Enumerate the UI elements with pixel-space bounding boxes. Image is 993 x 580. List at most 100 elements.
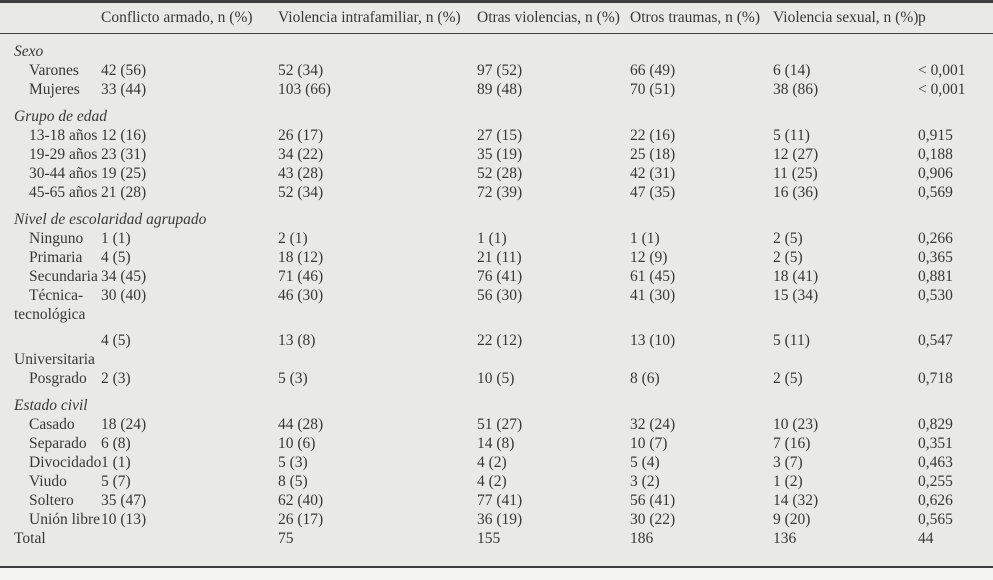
value-cell: 26 (17) <box>278 127 324 144</box>
table-row: Viudo 5 (7) 8 (5) 4 (2) 3 (2) 1 (2) 0,255 <box>0 472 993 491</box>
value-cell: 35 (19) <box>477 146 523 163</box>
value-cell: 89 (48) <box>477 81 523 98</box>
value-cell: 35 (47) <box>101 492 147 509</box>
value-cell: 33 (44) <box>101 81 147 98</box>
value-cell: 23 (31) <box>101 146 147 163</box>
value-cell: 186 <box>630 530 654 547</box>
value-cell: 2 (3) <box>101 370 131 387</box>
p-value-cell: 0,626 <box>918 492 953 509</box>
row-label: Casado <box>29 416 75 433</box>
value-cell: 27 (15) <box>477 127 523 144</box>
row-label: Técnica- <box>29 287 84 304</box>
value-cell: 42 (31) <box>630 165 676 182</box>
row-label: 30-44 años <box>29 165 98 182</box>
value-cell: 32 (24) <box>630 416 676 433</box>
table-row: 13-18 años 12 (16) 26 (17) 27 (15) 22 (16) 5 … <box>0 126 993 145</box>
value-cell: 66 (49) <box>630 62 676 79</box>
table-row: Posgrado 2 (3) 5 (3) 10 (5) 8 (6) 2 (5) 0,718 <box>0 369 993 388</box>
value-cell: 34 (45) <box>101 268 147 285</box>
table-row: Separado 6 (8) 10 (6) 14 (8) 10 (7) 7 (16) 0,3… <box>0 434 993 453</box>
value-cell: 3 (2) <box>630 473 660 490</box>
table-row: 4 (5) 13 (8) 22 (12) 13 (10) 5 (11) 0,547 <box>0 324 993 350</box>
value-cell: 75 <box>278 530 294 547</box>
value-cell: 12 (9) <box>630 249 668 266</box>
value-cell: 72 (39) <box>477 184 523 201</box>
value-cell: 2 (5) <box>773 249 803 266</box>
table-header: Conflicto armado, n (%) Violencia intrafa… <box>0 3 993 34</box>
table-row: Soltero 35 (47) 62 (40) 77 (41) 56 (41) 14 (3… <box>0 491 993 510</box>
value-cell: 13 (8) <box>278 332 316 349</box>
p-value-cell: 0,718 <box>918 370 953 387</box>
row-label: Unión libre <box>29 511 101 528</box>
value-cell: 25 (18) <box>630 146 676 163</box>
row-label: 45-65 años <box>29 184 98 201</box>
value-cell: 5 (7) <box>101 473 131 490</box>
value-cell: 4 (2) <box>477 473 507 490</box>
value-cell: 21 (11) <box>477 249 522 266</box>
header-row: Conflicto armado, n (%) Violencia intrafa… <box>0 3 993 34</box>
value-cell: 5 (4) <box>630 454 660 471</box>
p-value-cell: 0,915 <box>918 127 953 144</box>
row-label: Ninguno <box>29 230 84 247</box>
value-cell: 2 (1) <box>278 230 308 247</box>
value-cell: 21 (28) <box>101 184 147 201</box>
value-cell: 4 (2) <box>477 454 507 471</box>
value-cell: 56 (30) <box>477 287 523 304</box>
value-cell: 46 (30) <box>278 287 324 304</box>
value-cell: 10 (7) <box>630 435 668 452</box>
table-row: 45-65 años 21 (28) 52 (34) 72 (39) 47 (35) 16… <box>0 183 993 202</box>
value-cell: 34 (22) <box>278 146 324 163</box>
value-cell: 14 (32) <box>773 492 819 509</box>
value-cell: 18 (12) <box>278 249 324 266</box>
value-cell: 10 (13) <box>101 511 147 528</box>
value-cell: 1 (1) <box>101 454 131 471</box>
value-cell: 9 (20) <box>773 511 811 528</box>
value-cell: 14 (8) <box>477 435 515 452</box>
value-cell: 42 (56) <box>101 62 147 79</box>
value-cell: 155 <box>477 530 501 547</box>
value-cell: 10 (6) <box>278 435 316 452</box>
value-cell: 38 (86) <box>773 81 819 98</box>
value-cell: 41 (30) <box>630 287 676 304</box>
section-header-row: Sexo <box>0 34 993 62</box>
value-cell: 52 (34) <box>278 184 324 201</box>
value-cell: 5 (11) <box>773 127 810 144</box>
value-cell: 136 <box>773 530 797 547</box>
value-cell: 6 (14) <box>773 62 811 79</box>
value-cell: 6 (8) <box>101 435 131 452</box>
p-value-cell: 44 <box>918 530 934 547</box>
value-cell: 71 (46) <box>278 268 324 285</box>
total-row: Total 75 155 186 136 44 <box>0 529 993 548</box>
value-cell: 10 (5) <box>477 370 515 387</box>
row-label: Viudo <box>29 473 67 490</box>
value-cell: 56 (41) <box>630 492 676 509</box>
value-cell: 62 (40) <box>278 492 324 509</box>
table-row: Unión libre 10 (13) 26 (17) 36 (19) 30 (22) 9… <box>0 510 993 529</box>
value-cell: 15 (34) <box>773 287 819 304</box>
value-cell: 47 (35) <box>630 184 676 201</box>
p-value-cell: 0,365 <box>918 249 953 266</box>
value-cell: 8 (5) <box>278 473 308 490</box>
value-cell: 4 (5) <box>101 332 131 349</box>
value-cell: 5 (11) <box>773 332 810 349</box>
statistical-table-wrap: Conflicto armado, n (%) Violencia intrafa… <box>0 0 993 568</box>
value-cell: 97 (52) <box>477 62 523 79</box>
section-header-row: Nivel de escolaridad agrupado <box>0 202 993 229</box>
value-cell: 2 (5) <box>773 370 803 387</box>
p-value-cell: 0,530 <box>918 287 953 304</box>
column-header: Violencia sexual, n (%) <box>773 3 918 34</box>
label-continuation: tecnológica <box>14 306 86 323</box>
value-cell: 43 (28) <box>278 165 324 182</box>
table-row: Ninguno 1 (1) 2 (1) 1 (1) 1 (1) 2 (5) 0,266 <box>0 229 993 248</box>
value-cell: 10 (23) <box>773 416 819 433</box>
p-value-cell: 0,906 <box>918 165 953 182</box>
row-label: Soltero <box>29 492 74 509</box>
value-cell: 18 (24) <box>101 416 147 433</box>
column-header: Conflicto armado, n (%) <box>101 3 278 34</box>
p-value-cell: 0,351 <box>918 435 953 452</box>
row-label: Secundaria <box>29 268 98 285</box>
table-row: Varones 42 (56) 52 (34) 97 (52) 66 (49) 6 (14… <box>0 61 993 80</box>
table-row: Primaria 4 (5) 18 (12) 21 (11) 12 (9) 2 (5) 0,… <box>0 248 993 267</box>
p-value-cell: 0,569 <box>918 184 953 201</box>
column-header: Otras violencias, n (%) <box>477 3 630 34</box>
